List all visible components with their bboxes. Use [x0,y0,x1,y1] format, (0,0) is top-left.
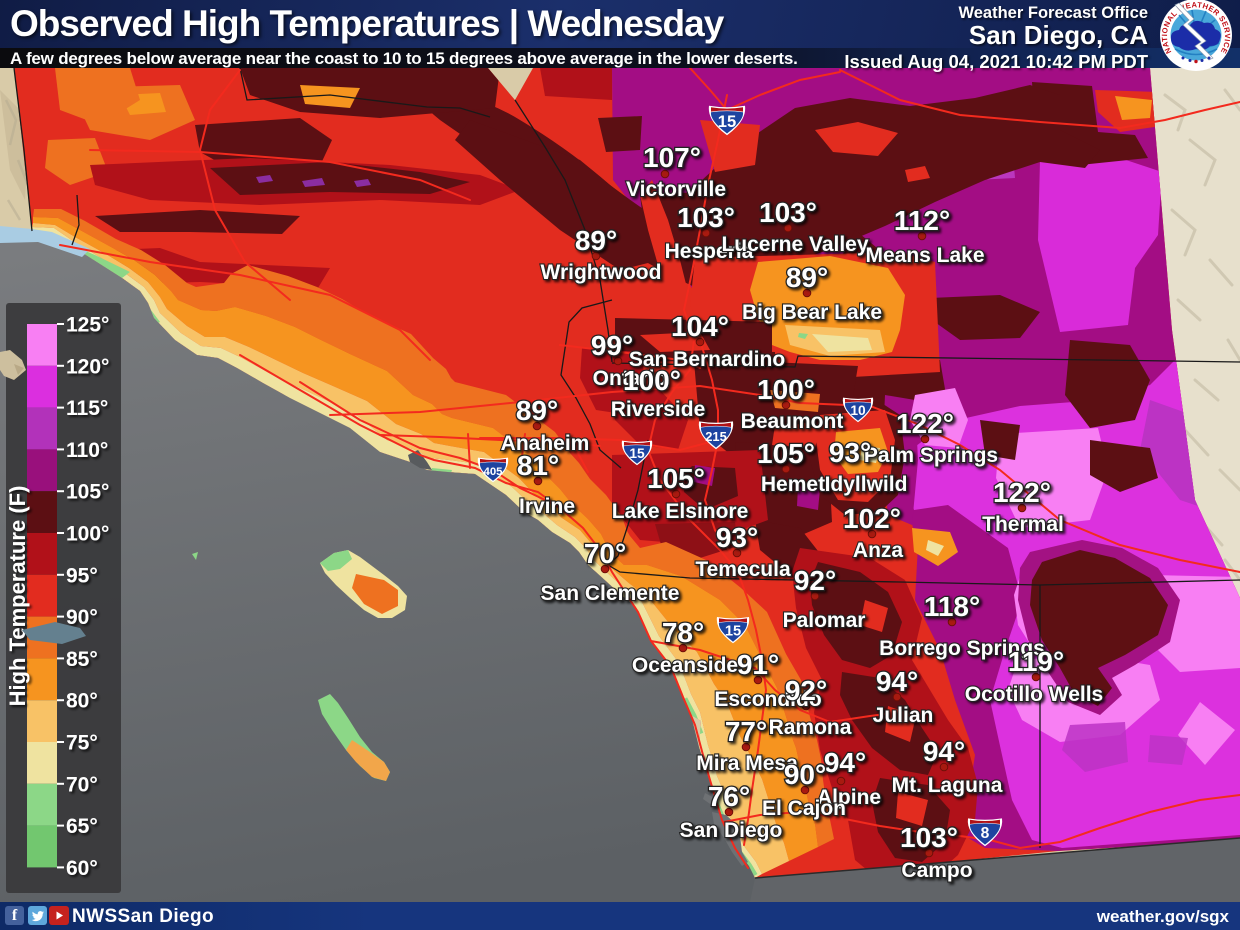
svg-text:Ramona: Ramona [769,716,852,739]
svg-text:122°: 122° [993,477,1051,508]
svg-text:118°: 118° [924,591,980,622]
svg-text:Escondido: Escondido [714,688,821,711]
svg-text:Beaumont: Beaumont [741,410,844,433]
svg-text:105°: 105° [66,481,109,504]
svg-text:10: 10 [850,403,866,418]
svg-text:405: 405 [483,466,503,478]
svg-text:99°: 99° [591,330,633,361]
svg-text:Ontario: Ontario [593,367,668,390]
svg-text:103°: 103° [677,202,735,233]
svg-text:Temecula: Temecula [695,558,791,581]
svg-text:15: 15 [629,446,645,461]
svg-text:Ocotillo Wells: Ocotillo Wells [965,683,1103,706]
svg-text:Wrightwood: Wrightwood [541,261,662,284]
svg-text:215: 215 [705,429,727,444]
svg-text:Idyllwild: Idyllwild [825,473,908,496]
svg-text:80°: 80° [66,690,98,713]
svg-text:94°: 94° [923,736,965,767]
svg-text:76°: 76° [708,781,750,812]
svg-text:Anza: Anza [853,539,903,562]
svg-text:115°: 115° [66,397,108,420]
svg-text:100°: 100° [623,365,681,396]
svg-text:El Cajon: El Cajon [762,797,846,820]
svg-text:Palomar: Palomar [783,609,866,632]
svg-text:70°: 70° [66,773,98,796]
svg-text:San Bernardino: San Bernardino [629,348,785,371]
svg-text:93°: 93° [829,437,871,468]
svg-text:103°: 103° [900,822,958,853]
svg-text:Campo: Campo [901,859,972,882]
svg-text:Victorville: Victorville [626,178,726,201]
svg-text:15: 15 [718,112,736,131]
svg-text:94°: 94° [876,666,918,697]
svg-text:100°: 100° [66,523,109,546]
svg-text:Alpine: Alpine [817,786,881,809]
svg-text:65°: 65° [66,815,98,838]
svg-text:100°: 100° [757,374,815,405]
svg-text:85°: 85° [66,648,98,671]
svg-text:92°: 92° [785,675,827,706]
svg-text:Irvine: Irvine [519,495,575,518]
svg-text:105°: 105° [757,438,815,469]
svg-text:105°: 105° [647,463,705,494]
svg-text:81°: 81° [517,450,559,481]
svg-text:8: 8 [981,825,990,842]
svg-text:Palm Springs: Palm Springs [864,444,998,467]
svg-text:Mira Mesa: Mira Mesa [696,752,798,775]
svg-text:78°: 78° [662,617,704,648]
svg-text:70°: 70° [584,538,626,569]
svg-text:77°: 77° [725,716,767,747]
svg-text:Hesperia: Hesperia [665,240,754,263]
svg-text:Mt. Laguna: Mt. Laguna [892,774,1003,797]
svg-text:91°: 91° [737,649,779,680]
svg-text:120°: 120° [66,355,109,378]
svg-text:Riverside: Riverside [611,398,706,421]
svg-text:103°: 103° [759,197,817,228]
svg-text:95°: 95° [66,564,98,587]
svg-text:Hemet: Hemet [761,473,825,496]
svg-text:Big Bear Lake: Big Bear Lake [742,301,882,324]
svg-text:92°: 92° [794,565,836,596]
svg-text:90°: 90° [66,606,98,629]
svg-text:Lucerne Valley: Lucerne Valley [721,233,868,256]
svg-text:125°: 125° [66,314,109,337]
svg-text:122°: 122° [896,408,954,439]
svg-text:60°: 60° [66,857,98,880]
svg-text:102°: 102° [843,503,901,534]
svg-text:Thermal: Thermal [982,513,1064,536]
svg-text:89°: 89° [516,395,558,426]
svg-text:Means Lake: Means Lake [865,244,984,267]
svg-text:High Temperature (F): High Temperature (F) [5,486,30,707]
svg-text:Julian: Julian [873,704,934,727]
svg-text:Oceanside: Oceanside [632,654,738,677]
svg-text:San Diego: San Diego [680,819,783,842]
svg-text:San Clemente: San Clemente [541,582,680,605]
svg-text:75°: 75° [66,732,98,755]
svg-text:90°: 90° [784,759,826,790]
svg-text:94°: 94° [824,747,866,778]
svg-text:Borrego Springs: Borrego Springs [879,637,1045,660]
svg-text:89°: 89° [786,262,828,293]
svg-text:15: 15 [725,624,741,640]
svg-text:107°: 107° [643,142,701,173]
svg-text:110°: 110° [66,439,108,462]
svg-text:89°: 89° [575,225,617,256]
svg-text:119°: 119° [1008,646,1064,677]
svg-text:Anaheim: Anaheim [501,432,590,455]
svg-text:112°: 112° [894,205,950,236]
svg-text:104°: 104° [671,311,729,342]
svg-text:93°: 93° [716,522,758,553]
svg-text:Lake Elsinore: Lake Elsinore [612,500,749,523]
